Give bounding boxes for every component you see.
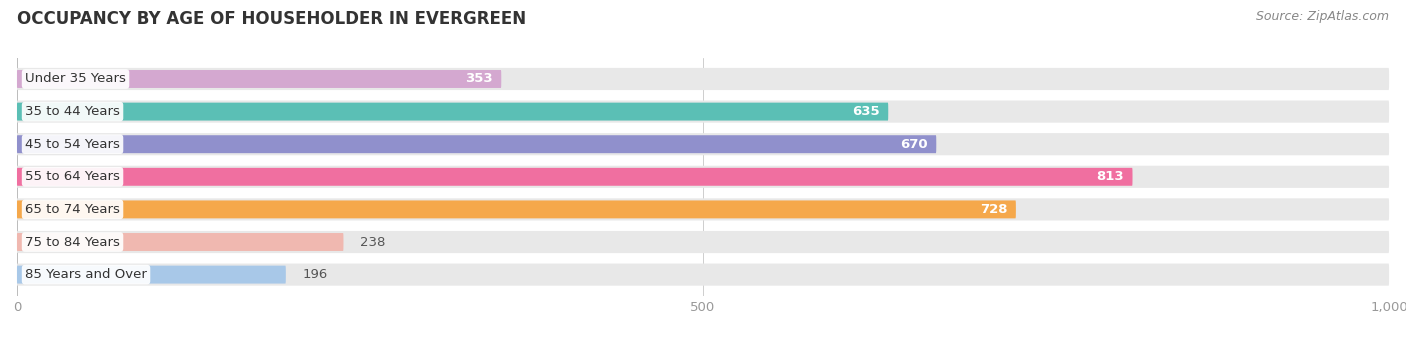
FancyBboxPatch shape [17, 266, 285, 284]
Text: 728: 728 [980, 203, 1008, 216]
FancyBboxPatch shape [17, 201, 1017, 218]
FancyBboxPatch shape [17, 70, 502, 88]
Text: 75 to 84 Years: 75 to 84 Years [25, 236, 120, 249]
FancyBboxPatch shape [17, 264, 1389, 286]
FancyBboxPatch shape [17, 135, 936, 153]
FancyBboxPatch shape [17, 101, 1389, 123]
Text: Source: ZipAtlas.com: Source: ZipAtlas.com [1256, 10, 1389, 23]
FancyBboxPatch shape [17, 166, 1389, 188]
FancyBboxPatch shape [17, 233, 343, 251]
FancyBboxPatch shape [17, 198, 1389, 220]
FancyBboxPatch shape [17, 168, 1132, 186]
Text: 85 Years and Over: 85 Years and Over [25, 268, 148, 281]
Text: 353: 353 [465, 72, 494, 85]
Text: Under 35 Years: Under 35 Years [25, 72, 127, 85]
Text: 35 to 44 Years: 35 to 44 Years [25, 105, 120, 118]
FancyBboxPatch shape [17, 68, 1389, 90]
FancyBboxPatch shape [17, 231, 1389, 253]
Text: 55 to 64 Years: 55 to 64 Years [25, 170, 120, 183]
Text: 196: 196 [302, 268, 328, 281]
Text: 65 to 74 Years: 65 to 74 Years [25, 203, 120, 216]
Text: 813: 813 [1097, 170, 1125, 183]
Text: 670: 670 [900, 138, 928, 151]
Text: 45 to 54 Years: 45 to 54 Years [25, 138, 120, 151]
Text: OCCUPANCY BY AGE OF HOUSEHOLDER IN EVERGREEN: OCCUPANCY BY AGE OF HOUSEHOLDER IN EVERG… [17, 10, 526, 28]
FancyBboxPatch shape [17, 103, 889, 121]
Text: 635: 635 [852, 105, 880, 118]
FancyBboxPatch shape [17, 133, 1389, 155]
Text: 238: 238 [360, 236, 385, 249]
